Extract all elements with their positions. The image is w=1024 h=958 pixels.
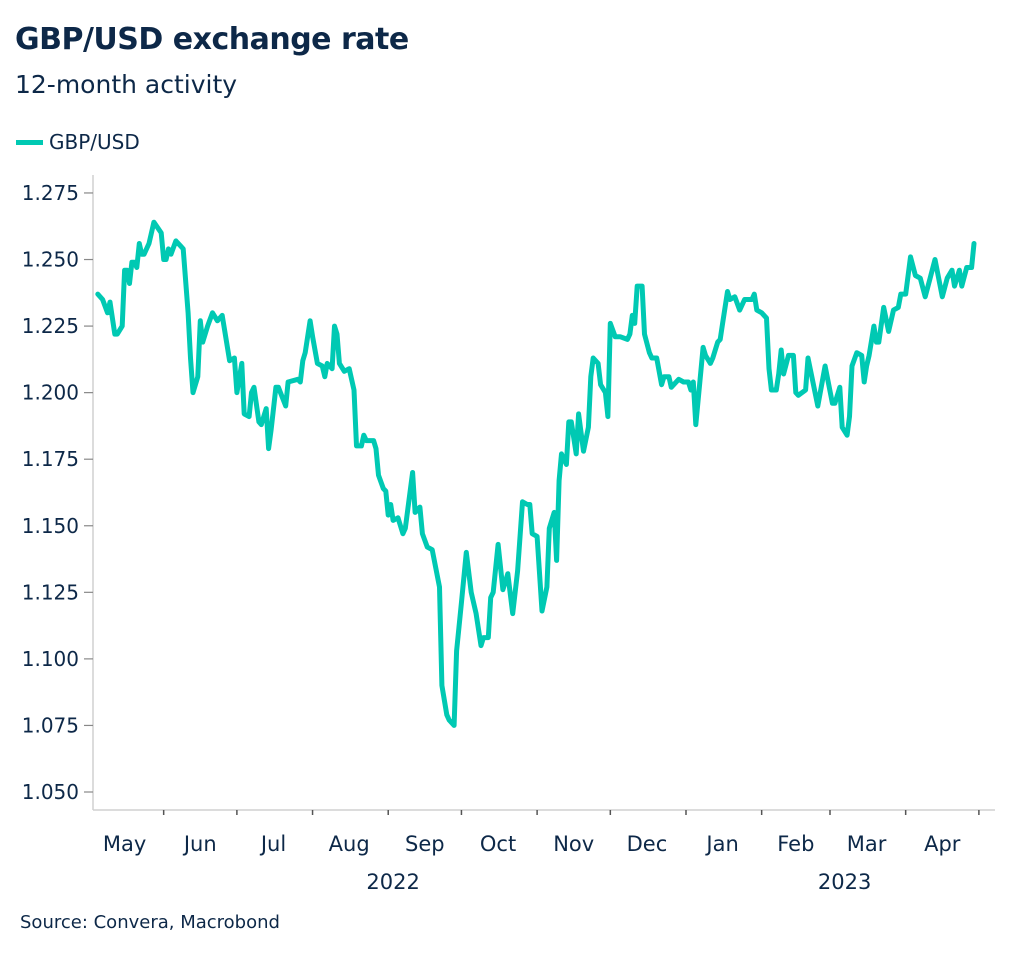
axes xyxy=(84,175,995,815)
x-tick-label: Jan xyxy=(704,832,738,856)
y-tick-label: 1.225 xyxy=(22,314,79,338)
x-tick-label: Apr xyxy=(924,832,961,856)
legend: GBP/USD xyxy=(16,130,140,154)
y-tick-label: 1.100 xyxy=(22,647,79,671)
x-tick-labels: May Jun Jul Aug Sep Oct Nov Dec Jan Feb Mar Apr 2022… xyxy=(103,832,961,894)
x-tick-label: Sep xyxy=(405,832,445,856)
chart-title: GBP/USD exchange rate xyxy=(15,22,409,57)
y-tick-label: 1.200 xyxy=(22,381,79,405)
x-tick-label: Mar xyxy=(847,832,887,856)
year-label: 2023 xyxy=(818,870,871,894)
y-tick-label: 1.050 xyxy=(22,780,79,804)
y-tick-labels: 1.050 1.075 1.100 1.125 1.150 1.175 1.200 1.225… xyxy=(22,181,79,804)
series-line-gbp-usd xyxy=(95,219,977,728)
x-tick-label: Dec xyxy=(627,832,668,856)
chart-subtitle: 12-month activity xyxy=(15,70,238,99)
x-tick-label: Aug xyxy=(329,832,370,856)
year-label: 2022 xyxy=(366,870,419,894)
y-tick-label: 1.275 xyxy=(22,181,79,205)
source-note: Source: Convera, Macrobond xyxy=(20,912,280,933)
y-tick-label: 1.075 xyxy=(22,713,79,737)
x-tick-label: May xyxy=(103,832,146,856)
y-tick-label: 1.250 xyxy=(22,248,79,272)
x-tick-label: Oct xyxy=(480,832,516,856)
x-tick-label: Feb xyxy=(777,832,814,856)
legend-swatch xyxy=(16,139,43,145)
legend-label: GBP/USD xyxy=(49,130,140,154)
x-tick-label: Jun xyxy=(182,832,217,856)
x-tick-label: Nov xyxy=(553,832,594,856)
y-tick-label: 1.150 xyxy=(22,514,79,538)
y-tick-label: 1.125 xyxy=(22,580,79,604)
y-tick-label: 1.175 xyxy=(22,447,79,471)
x-tick-label: Jul xyxy=(259,832,286,856)
